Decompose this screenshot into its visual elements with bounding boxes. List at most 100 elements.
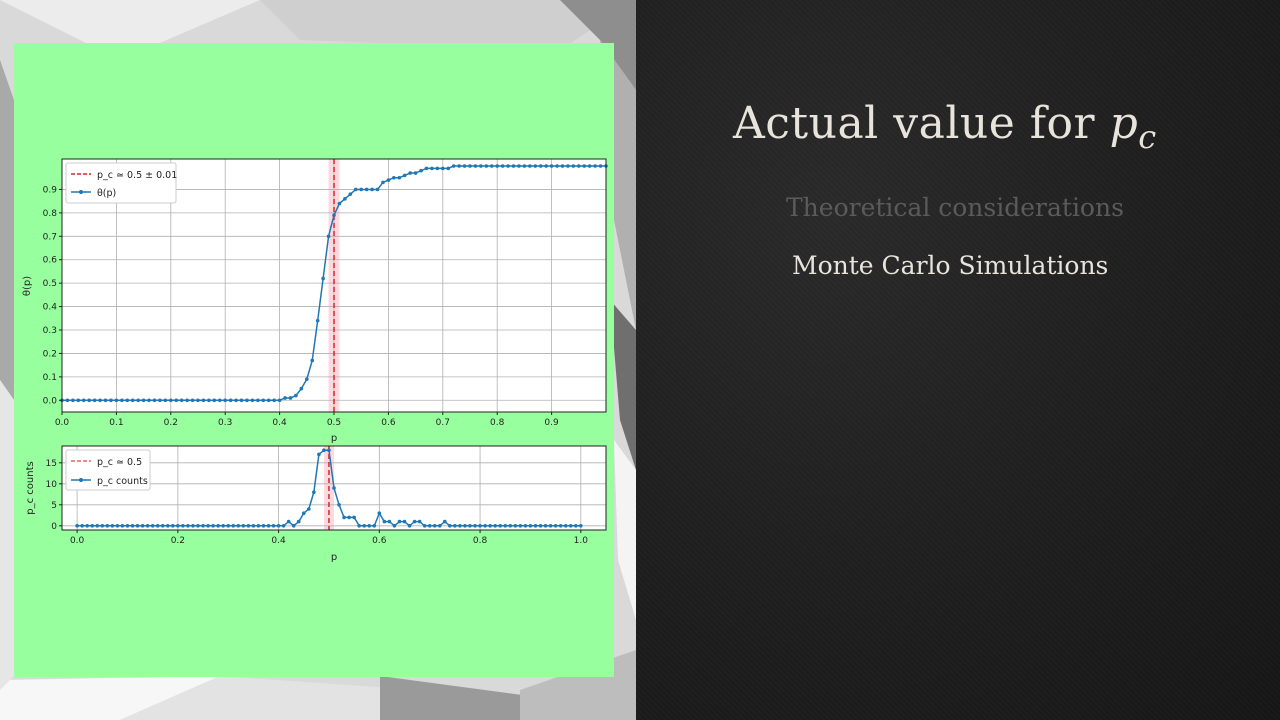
data-point: [160, 524, 165, 528]
data-point: [427, 524, 432, 528]
top-plot: 0.0 0.1 0.2 0.3 0.4 0.5 0.6 0.7 0.8 0.9 0.0 0.1 0.2…: [22, 158, 608, 444]
x-tick-label: 0.8: [490, 418, 505, 428]
data-point: [147, 398, 151, 403]
data-point: [573, 524, 578, 528]
data-point: [114, 398, 119, 403]
data-point: [305, 377, 309, 382]
bottom-y-label: p_c counts: [25, 461, 36, 514]
bottom-legend-series-label: p_c counts: [97, 476, 148, 487]
data-point: [212, 398, 217, 403]
data-point: [548, 524, 553, 528]
data-point: [579, 524, 583, 528]
data-point: [558, 524, 563, 528]
data-point: [327, 448, 331, 453]
counts-series-points: [75, 448, 583, 528]
x-tick-label: 0.2: [164, 418, 178, 428]
data-point: [179, 398, 184, 403]
x-tick-label: 0.0: [70, 536, 85, 546]
data-point: [412, 519, 417, 524]
data-point: [261, 398, 266, 403]
y-tick-label: 0.3: [43, 326, 57, 336]
data-point: [326, 234, 331, 239]
data-point: [577, 164, 581, 168]
chart-figure: 0.0 0.1 0.2 0.3 0.4 0.5 0.6 0.7 0.8 0.9 0.0 0.1 0.2…: [22, 158, 608, 563]
data-point: [186, 524, 190, 528]
data-point: [226, 524, 231, 528]
top-x-ticks: 0.0 0.1 0.2 0.3 0.4 0.5 0.6 0.7 0.8 0.9: [55, 412, 559, 428]
bullet-theoretical: Theoretical considerations: [786, 193, 1124, 222]
data-point: [422, 524, 427, 528]
data-point: [446, 166, 451, 171]
data-point: [517, 164, 521, 168]
data-point: [283, 396, 287, 400]
y-tick-label: 0.1: [43, 373, 57, 383]
data-point: [312, 490, 316, 495]
data-point: [251, 524, 256, 528]
data-point: [281, 524, 286, 528]
data-point: [301, 511, 306, 515]
bottom-legend: p_c ≃ 0.5 p_c counts: [65, 449, 151, 491]
data-point: [261, 524, 266, 528]
x-tick-label: 0.4: [271, 536, 286, 546]
data-point: [130, 524, 135, 528]
data-point: [528, 164, 532, 168]
data-point: [381, 180, 385, 185]
data-point: [266, 398, 271, 403]
data-point: [441, 166, 445, 171]
data-point: [407, 524, 412, 528]
data-point: [462, 164, 467, 168]
data-point: [500, 164, 505, 168]
data-point: [493, 524, 497, 528]
x-tick-label: 0.1: [109, 418, 123, 428]
data-point: [473, 164, 478, 168]
data-point: [377, 511, 382, 515]
bottom-legend-ref-label: p_c ≃ 0.5: [97, 457, 142, 468]
data-point: [392, 175, 396, 180]
data-point: [478, 524, 482, 528]
data-point: [568, 524, 573, 528]
y-tick-label: 0.6: [43, 256, 58, 266]
data-point: [286, 519, 291, 524]
data-point: [201, 398, 206, 403]
slide-title-var: pc: [1109, 98, 1157, 156]
data-point: [549, 164, 554, 168]
theta-series-points: [60, 164, 608, 403]
data-point: [560, 164, 565, 168]
data-point: [506, 164, 510, 168]
data-point: [206, 524, 210, 528]
data-point: [468, 164, 472, 168]
y-tick-label: 0.0: [43, 396, 58, 406]
y-tick-label: 0.4: [43, 303, 58, 313]
x-tick-label: 0.3: [218, 418, 232, 428]
data-point: [511, 164, 516, 168]
data-point: [241, 524, 246, 528]
data-point: [503, 524, 508, 528]
data-point: [432, 524, 437, 528]
data-point: [163, 398, 168, 403]
data-point: [223, 398, 227, 403]
data-point: [463, 524, 467, 528]
y-tick-label: 15: [46, 459, 57, 469]
data-point: [343, 197, 347, 201]
data-point: [372, 524, 377, 528]
data-point: [347, 515, 351, 520]
data-point: [125, 524, 130, 528]
data-point: [250, 398, 255, 403]
y-tick-label: 0: [51, 522, 57, 532]
data-point: [408, 171, 412, 175]
data-point: [479, 164, 483, 168]
x-tick-label: 1.0: [574, 536, 589, 546]
x-tick-label: 0.4: [272, 418, 287, 428]
data-point: [367, 524, 372, 528]
data-point: [90, 524, 95, 528]
data-point: [228, 398, 233, 403]
data-point: [110, 524, 115, 528]
data-point: [553, 524, 558, 528]
bottom-x-label: p: [331, 552, 337, 563]
data-point: [103, 398, 108, 403]
data-point: [598, 164, 603, 168]
top-legend: p_c ≃ 0.5 ± 0.01 θ(p): [65, 162, 177, 204]
data-point: [353, 187, 358, 192]
data-point: [352, 515, 356, 520]
y-tick-label: 10: [46, 480, 58, 490]
